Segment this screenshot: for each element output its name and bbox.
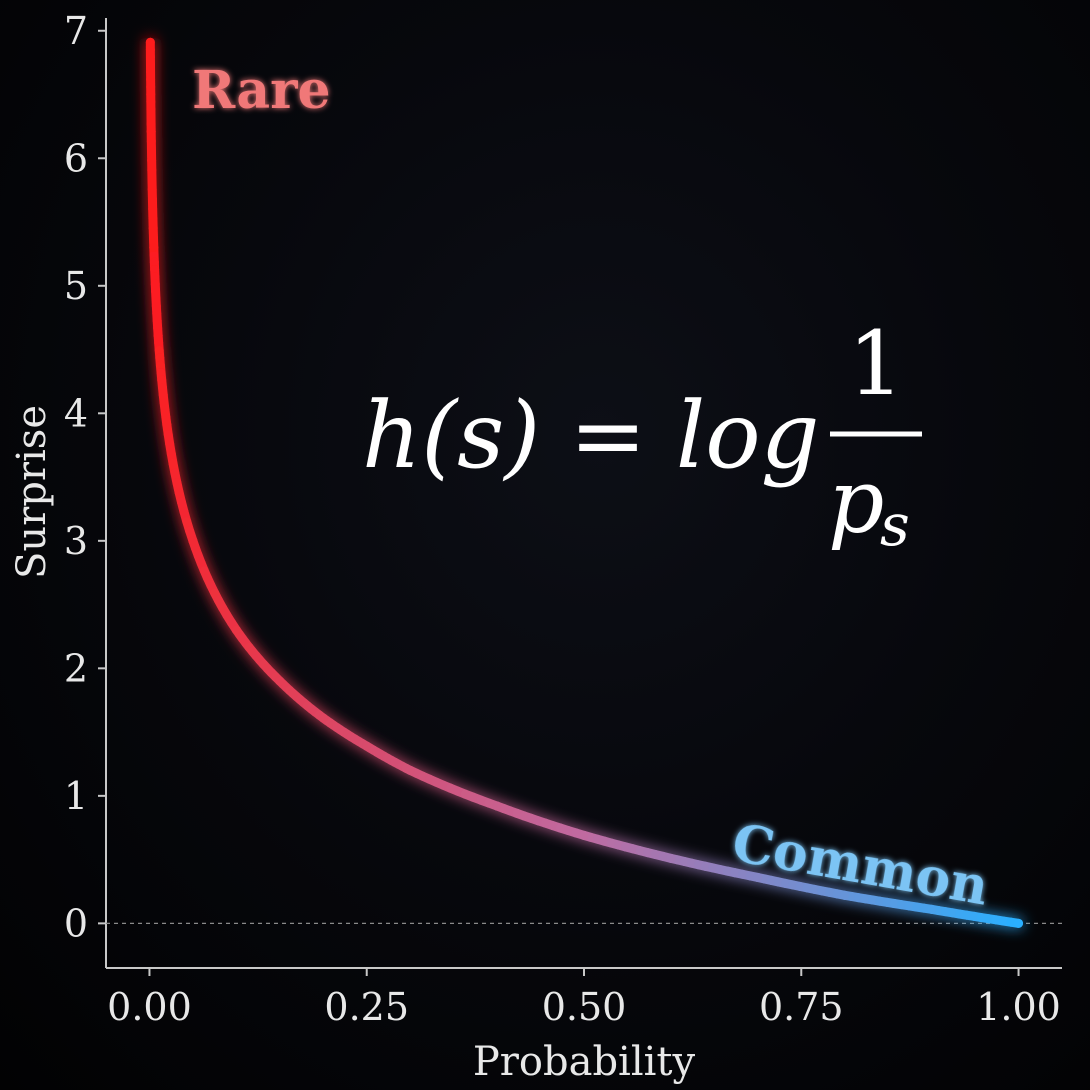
curve-point [753, 872, 763, 882]
curve-point [145, 37, 155, 47]
curve-point [1014, 918, 1024, 928]
y-tick-label: 1 [64, 774, 88, 818]
curve-point [362, 741, 372, 751]
x-tick-label: 0.25 [324, 985, 409, 1029]
surprise-formula: h(s) = log 1 p s [362, 312, 922, 559]
curve-point [149, 243, 159, 253]
ticks: 0.00 0.25 0.50 0.75 1.00 0 1 2 3 4 5 6 7 [64, 9, 1061, 1029]
surprise-curve [145, 37, 1024, 928]
y-tick-label: 5 [64, 264, 88, 308]
curve-point [318, 713, 328, 723]
formula-lhs: h(s) = log [362, 382, 820, 489]
curve-point [927, 904, 937, 914]
y-tick-label: 7 [64, 9, 88, 53]
curve-point [153, 331, 163, 341]
y-tick-label: 2 [64, 646, 88, 690]
formula-numerator: 1 [848, 312, 904, 415]
curve-point [405, 765, 415, 775]
curve-point [162, 420, 172, 430]
x-tick-label: 0.00 [107, 985, 192, 1029]
curve-point [275, 676, 285, 686]
curve-point [146, 126, 156, 136]
y-axis-title: Surprise [9, 405, 55, 579]
y-tick-label: 3 [64, 519, 88, 563]
rare-annotation: Rare [192, 60, 331, 121]
x-tick-label: 0.50 [542, 985, 627, 1029]
curve-point [666, 853, 676, 863]
formula-denominator-subscript: s [880, 491, 910, 559]
curve-point [492, 801, 502, 811]
formula-denominator: p [828, 450, 884, 553]
axes [105, 18, 1062, 969]
curve-point [188, 536, 198, 546]
y-tick-label: 0 [64, 901, 88, 945]
curve-point [840, 890, 850, 900]
y-tick-label: 6 [64, 136, 88, 180]
x-tick-label: 1.00 [976, 985, 1061, 1029]
x-axis-title: Probability [473, 1039, 696, 1085]
y-tick-label: 4 [64, 391, 88, 435]
curve-point [579, 830, 589, 840]
curve-point [231, 625, 241, 635]
x-tick-label: 0.75 [759, 985, 844, 1029]
